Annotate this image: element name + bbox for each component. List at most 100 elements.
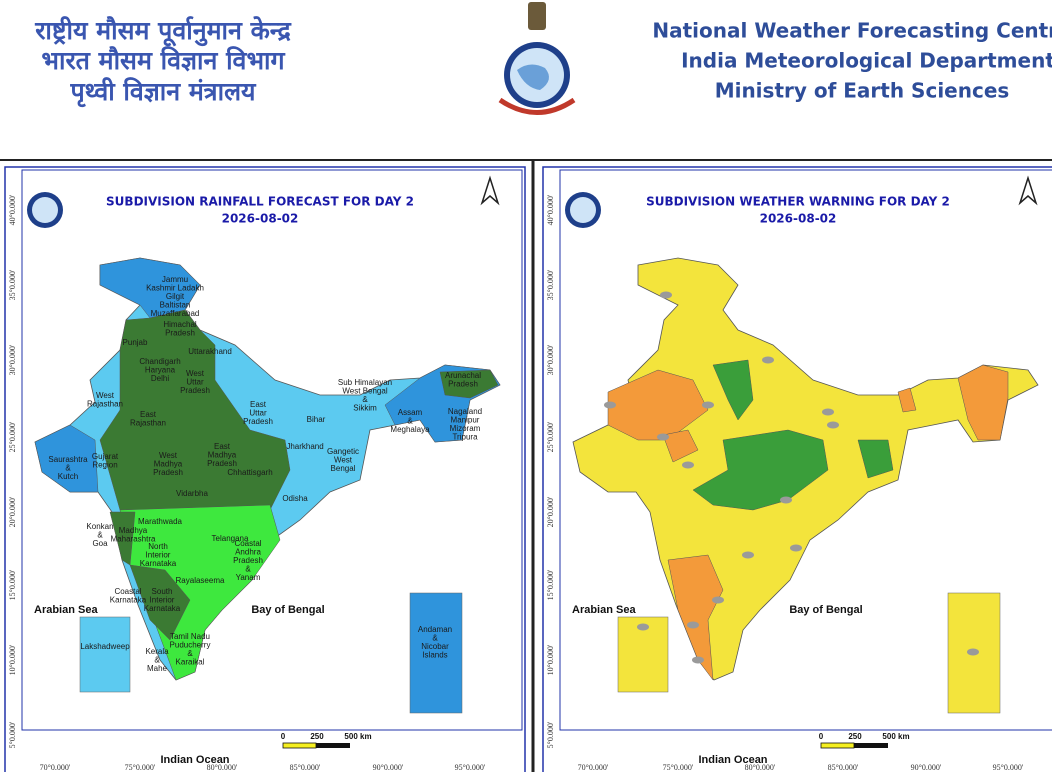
region-label: East xyxy=(140,410,157,419)
lat-label: 5°0.000' xyxy=(8,721,17,748)
scale-label: 0 xyxy=(281,732,286,741)
region-label: Karnataka xyxy=(140,559,177,568)
region-label: Tripura xyxy=(452,433,478,442)
subdivision xyxy=(897,387,917,413)
weather-icon xyxy=(967,648,979,656)
region-label: Region xyxy=(92,461,117,470)
region-label: Rayalaseema xyxy=(176,576,225,585)
lat-label: 35°0.000' xyxy=(8,269,17,300)
weather-icon xyxy=(712,596,724,604)
region-label: Coastal xyxy=(114,587,141,596)
lat-label: 40°0.000' xyxy=(546,194,555,225)
region-label: West xyxy=(186,369,205,378)
region-label: & xyxy=(154,656,160,665)
region-label: West xyxy=(159,451,178,460)
region-label: East xyxy=(250,400,267,409)
map-panel: SUBDIVISION WEATHER WARNING FOR DAY 2 202… xyxy=(542,166,1052,772)
north-arrow xyxy=(480,175,500,206)
panel-frame xyxy=(4,166,526,772)
region-label: Pradesh xyxy=(207,459,237,468)
region-label: West Bengal xyxy=(342,387,387,396)
region-label: Gujarat xyxy=(92,452,119,461)
hindi-line: पृथ्वी विज्ञान मंत्रालय xyxy=(69,77,257,108)
region-label: Pradesh xyxy=(180,386,210,395)
region-label: Sub Himalayan xyxy=(338,378,392,387)
sea-label: Arabian Sea xyxy=(34,604,98,616)
english-line: India Meteorological Department xyxy=(681,49,1052,73)
lat-label: 10°0.000' xyxy=(546,644,555,675)
subdivision xyxy=(439,369,499,399)
logo xyxy=(570,197,596,223)
lat-label: 25°0.000' xyxy=(546,421,555,452)
region-label: Nicobar xyxy=(421,642,449,651)
lat-label: 20°0.000' xyxy=(8,496,17,527)
region-label: Haryana xyxy=(145,366,176,375)
lon-label: 80°0.000' xyxy=(207,763,238,772)
sea-label: Bay of Bengal xyxy=(251,604,324,616)
region-label: Uttarakhand xyxy=(188,347,232,356)
lon-label: 75°0.000' xyxy=(663,763,694,772)
inner-frame xyxy=(559,169,1052,731)
lat-label: 35°0.000' xyxy=(546,269,555,300)
region-label: Madhya xyxy=(119,526,148,535)
subdivision xyxy=(667,554,724,681)
subdivision xyxy=(662,429,699,463)
subdivision xyxy=(692,429,829,511)
logo xyxy=(32,197,58,223)
lon-label: 80°0.000' xyxy=(745,763,776,772)
lat-label: 20°0.000' xyxy=(546,496,555,527)
region-label: Kerala xyxy=(145,647,169,656)
region-label: Gangetic xyxy=(327,447,359,456)
region-label: Coastal xyxy=(234,539,261,548)
weather-icon xyxy=(692,656,704,664)
lon-label: 90°0.000' xyxy=(911,763,942,772)
weather-icon xyxy=(682,461,694,469)
weather-icon xyxy=(742,551,754,559)
scale-bar xyxy=(316,743,350,748)
lat-label: 15°0.000' xyxy=(8,569,17,600)
region-label: Maharashtra xyxy=(111,535,156,544)
region-label: Tamil Nadu xyxy=(170,632,210,641)
region-label: Sikkim xyxy=(353,404,377,413)
scale-label: 250 xyxy=(848,732,862,741)
region-label: South xyxy=(152,587,173,596)
region-label: Goa xyxy=(92,539,108,548)
region-label: Mizoram xyxy=(450,424,481,433)
map-date: 2026-08-02 xyxy=(760,212,837,226)
region-label: Gilgit xyxy=(166,292,185,301)
subdivision xyxy=(34,424,99,493)
region-label: Karnataka xyxy=(110,596,147,605)
lat-label: 30°0.000' xyxy=(546,344,555,375)
region-label: Andhra xyxy=(235,548,261,557)
inset-lakshadweep xyxy=(79,616,131,693)
scale-bar xyxy=(282,742,317,749)
region-label: Andaman xyxy=(418,625,452,634)
region-label: Interior xyxy=(150,596,175,605)
region-label: West xyxy=(96,391,115,400)
region-label: Konkan xyxy=(86,522,113,531)
region-label: Bengal xyxy=(331,464,356,473)
region-label: Meghalaya xyxy=(390,425,430,434)
region-label: Jammu xyxy=(162,275,188,284)
sea-label: Bay of Bengal xyxy=(789,604,862,616)
region-label: Odisha xyxy=(282,494,308,503)
region-label: North xyxy=(148,542,168,551)
subdivision xyxy=(857,439,894,479)
scale-bar xyxy=(820,742,855,749)
region-label: Punjab xyxy=(123,338,148,347)
english-line: Ministry of Earth Sciences xyxy=(715,79,1010,103)
lon-label: 95°0.000' xyxy=(993,763,1024,772)
region-label: Interior xyxy=(146,551,171,560)
region-label: Arunachal xyxy=(445,371,481,380)
region-label: Pradesh xyxy=(153,468,183,477)
region-label: Pradesh xyxy=(233,556,263,565)
region-label: Puducherry xyxy=(170,641,211,650)
region-label: Marathwada xyxy=(138,517,183,526)
region-label: Assam xyxy=(398,408,423,417)
scale-label: 500 km xyxy=(344,732,371,741)
region-label: & xyxy=(187,649,193,658)
region-label: Saurashtra xyxy=(48,455,88,464)
region-label: Rajasthan xyxy=(130,419,166,428)
region-label: & xyxy=(407,417,413,426)
weather-icon xyxy=(822,408,834,416)
